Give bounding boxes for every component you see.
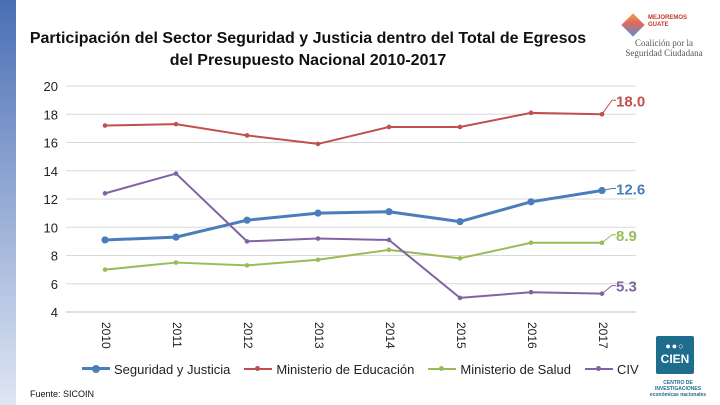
y-tick-label: 16 xyxy=(44,136,58,151)
legend-swatch xyxy=(82,364,110,374)
legend-swatch xyxy=(428,364,457,374)
data-point-series-0 xyxy=(527,198,535,206)
data-point-series-3 xyxy=(173,171,179,176)
legend-item: CIV xyxy=(584,361,639,377)
series-line-1 xyxy=(104,111,603,145)
data-point-series-1 xyxy=(244,133,250,138)
series-line-0 xyxy=(104,189,603,242)
series-line-3 xyxy=(104,172,603,299)
cien-logo-subtitle: CENTRO DE INVESTIGACIONES económicas nac… xyxy=(649,380,707,398)
x-tick-label: 2012 xyxy=(241,322,255,349)
data-point-series-3 xyxy=(386,237,392,243)
chart-title: Participación del Sector Seguridad y Jus… xyxy=(28,28,588,72)
y-tick-label: 4 xyxy=(51,305,58,320)
y-tick-label: 10 xyxy=(44,220,58,235)
end-label-leader-3 xyxy=(601,285,616,295)
legend-item: Ministerio de Educación xyxy=(244,362,414,377)
coalicion-text: Coalición por la Seguridad Ciudadana xyxy=(625,38,703,58)
y-tick-label: 20 xyxy=(44,79,58,94)
data-point-series-2 xyxy=(315,257,321,263)
data-point-series-0 xyxy=(314,209,322,217)
data-point-series-2 xyxy=(386,247,392,253)
y-tick-label: 6 xyxy=(51,277,58,292)
cien-logo-box: ●●○ CIEN xyxy=(656,336,694,374)
legend-label: CIV xyxy=(616,361,639,377)
data-point-series-3 xyxy=(102,191,108,196)
legend-label: Seguridad y Justicia xyxy=(114,361,231,377)
series-line-2 xyxy=(104,241,602,271)
y-tick-label: 18 xyxy=(44,107,58,122)
data-point-series-0 xyxy=(243,216,251,224)
data-point-series-3 xyxy=(244,239,250,244)
data-point-series-1 xyxy=(102,123,108,128)
end-label-series-1: 18.0 xyxy=(616,93,645,110)
y-tick-label: 12 xyxy=(44,192,58,207)
data-point-series-0 xyxy=(385,208,393,216)
legend-item: Ministerio de Salud xyxy=(428,362,571,377)
chart-title-line-1: Participación del Sector Seguridad y Jus… xyxy=(29,30,587,47)
data-point-series-2 xyxy=(528,240,534,246)
x-tick-label: 2017 xyxy=(596,322,610,349)
x-tick-label: 2010 xyxy=(99,322,113,349)
data-point-series-1 xyxy=(315,141,321,147)
coalicion-logo: MEJOREMOS GUATE Coalición por la Segurid… xyxy=(612,10,712,66)
end-label-leader-0 xyxy=(601,188,616,192)
end-label-series-2: 8.9 xyxy=(616,228,637,245)
y-tick-label: 14 xyxy=(44,164,58,179)
x-tick-label: 2011 xyxy=(170,322,184,348)
data-point-series-0 xyxy=(456,218,464,226)
data-point-series-2 xyxy=(244,263,250,268)
data-point-series-2 xyxy=(173,260,179,265)
data-point-series-1 xyxy=(528,110,534,116)
end-label-series-0: 12.6 xyxy=(616,182,645,199)
data-point-series-0 xyxy=(101,236,109,244)
end-label-leader-1 xyxy=(601,99,616,115)
end-label-series-3: 5.3 xyxy=(616,279,637,296)
data-point-series-0 xyxy=(172,233,180,241)
data-point-series-3 xyxy=(315,236,321,241)
data-point-series-1 xyxy=(457,124,463,130)
x-tick-label: 2015 xyxy=(454,322,468,349)
end-label-leader-2 xyxy=(601,234,616,244)
cien-logo-dots: ●●○ xyxy=(665,341,685,351)
data-point-series-1 xyxy=(386,124,392,130)
data-point-series-2 xyxy=(102,267,108,272)
legend-label: Ministerio de Salud xyxy=(460,361,571,377)
legend-swatch xyxy=(244,364,273,374)
data-point-series-3 xyxy=(457,295,463,301)
legend-item: Seguridad y Justicia xyxy=(82,362,230,377)
legend-swatch xyxy=(584,364,613,374)
mejoremos-guate-text: MEJOREMOS GUATE xyxy=(648,15,688,28)
x-tick-label: 2013 xyxy=(312,322,326,349)
data-point-series-2 xyxy=(457,256,463,261)
source-note: Fuente: SICOIN xyxy=(30,389,95,399)
legend-label: Ministerio de Educación xyxy=(276,361,415,377)
cien-logo-text: CIEN xyxy=(660,352,690,366)
data-point-series-1 xyxy=(173,121,179,127)
data-point-series-3 xyxy=(528,289,534,295)
chart-legend: Seguridad y Justicia Ministerio de Educac… xyxy=(82,360,653,378)
chart-title-line-2: del Presupuesto Nacional 2010-2017 xyxy=(169,52,447,69)
cien-logo: ●●○ CIEN CENTRO DE INVESTIGACIONES econó… xyxy=(640,330,716,400)
x-tick-label: 2016 xyxy=(525,322,539,349)
side-accent-bar xyxy=(0,0,16,405)
y-tick-label: 8 xyxy=(51,249,58,264)
x-tick-label: 2014 xyxy=(383,322,397,349)
